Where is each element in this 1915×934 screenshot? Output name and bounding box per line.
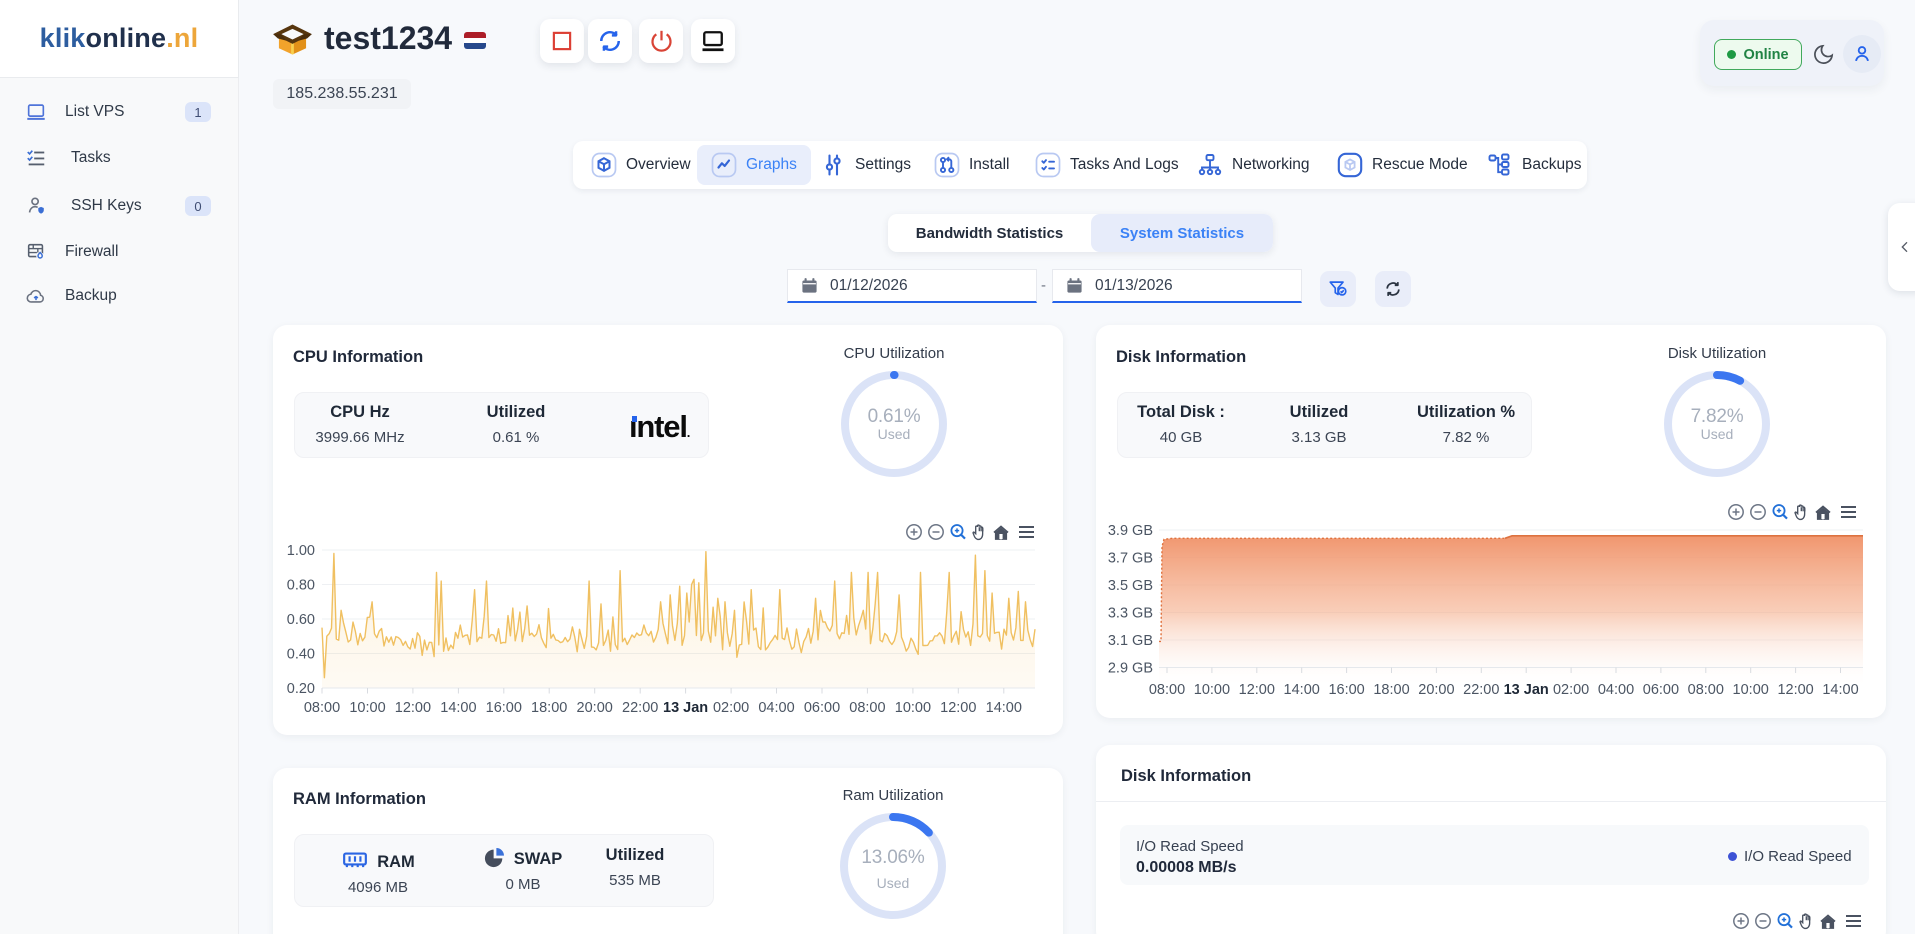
svg-text:06:00: 06:00 — [804, 700, 840, 716]
svg-text:12:00: 12:00 — [395, 700, 431, 716]
svg-text:0.40: 0.40 — [287, 647, 315, 663]
svg-text:14:00: 14:00 — [1822, 682, 1858, 698]
svg-text:08:00: 08:00 — [304, 700, 340, 716]
svg-text:12:00: 12:00 — [1239, 682, 1275, 698]
svg-text:10:00: 10:00 — [1733, 682, 1769, 698]
svg-text:13 Jan: 13 Jan — [1504, 682, 1549, 698]
svg-text:12:00: 12:00 — [1777, 682, 1813, 698]
svg-text:14:00: 14:00 — [986, 700, 1022, 716]
svg-text:18:00: 18:00 — [1373, 682, 1409, 698]
svg-text:12:00: 12:00 — [940, 700, 976, 716]
svg-text:14:00: 14:00 — [1284, 682, 1320, 698]
svg-text:3.5 GB: 3.5 GB — [1108, 578, 1153, 594]
svg-text:02:00: 02:00 — [713, 700, 749, 716]
svg-text:16:00: 16:00 — [1328, 682, 1364, 698]
svg-text:08:00: 08:00 — [849, 700, 885, 716]
svg-text:0.20: 0.20 — [287, 681, 315, 697]
svg-text:20:00: 20:00 — [1418, 682, 1454, 698]
svg-text:10:00: 10:00 — [349, 700, 385, 716]
svg-text:04:00: 04:00 — [1598, 682, 1634, 698]
svg-text:06:00: 06:00 — [1643, 682, 1679, 698]
svg-text:2.9 GB: 2.9 GB — [1108, 661, 1153, 677]
svg-text:08:00: 08:00 — [1688, 682, 1724, 698]
svg-text:0.60: 0.60 — [287, 612, 315, 628]
svg-text:13 Jan: 13 Jan — [663, 700, 708, 716]
svg-text:3.3 GB: 3.3 GB — [1108, 606, 1153, 622]
svg-text:10:00: 10:00 — [895, 700, 931, 716]
svg-text:04:00: 04:00 — [758, 700, 794, 716]
svg-text:3.9 GB: 3.9 GB — [1108, 523, 1153, 539]
svg-text:14:00: 14:00 — [440, 700, 476, 716]
svg-text:3.1 GB: 3.1 GB — [1108, 633, 1153, 649]
svg-text:08:00: 08:00 — [1149, 682, 1185, 698]
svg-text:3.7 GB: 3.7 GB — [1108, 551, 1153, 567]
svg-text:0.80: 0.80 — [287, 578, 315, 594]
svg-text:22:00: 22:00 — [1463, 682, 1499, 698]
svg-text:22:00: 22:00 — [622, 700, 658, 716]
svg-text:16:00: 16:00 — [486, 700, 522, 716]
svg-text:18:00: 18:00 — [531, 700, 567, 716]
svg-text:1.00: 1.00 — [287, 543, 315, 559]
svg-text:20:00: 20:00 — [577, 700, 613, 716]
svg-text:10:00: 10:00 — [1194, 682, 1230, 698]
svg-text:02:00: 02:00 — [1553, 682, 1589, 698]
